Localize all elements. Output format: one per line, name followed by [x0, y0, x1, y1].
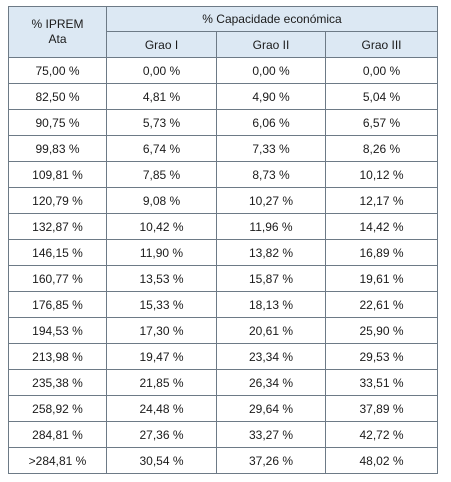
grao-2-cell: 33,27 %	[216, 421, 326, 448]
table-row: 99,83 % 6,74 % 7,33 % 8,26 %	[8, 135, 438, 162]
grao-1-cell: 0,00 %	[106, 57, 217, 84]
table-row: 194,53 % 17,30 % 20,61 % 25,90 %	[8, 317, 438, 344]
grao-3-cell: 5,04 %	[325, 83, 438, 110]
table-row: 75,00 % 0,00 % 0,00 % 0,00 %	[8, 57, 438, 84]
grao-2-cell: 4,90 %	[216, 83, 326, 110]
iprem-cell: 194,53 %	[8, 317, 107, 344]
grao-3-cell: 48,02 %	[325, 447, 438, 474]
iprem-cell: 213,98 %	[8, 343, 107, 370]
grao-1-cell: 15,33 %	[106, 291, 217, 318]
iprem-cell: 160,77 %	[8, 265, 107, 292]
grao-2-cell: 23,34 %	[216, 343, 326, 370]
grao-2-cell: 18,13 %	[216, 291, 326, 318]
table-row: 120,79 % 9,08 % 10,27 % 12,17 %	[8, 187, 438, 214]
grao-2-cell: 8,73 %	[216, 161, 326, 188]
iprem-cell: 258,92 %	[8, 395, 107, 422]
table-row: 82,50 % 4,81 % 4,90 % 5,04 %	[8, 83, 438, 110]
iprem-cell: 146,15 %	[8, 239, 107, 266]
iprem-cell: 284,81 %	[8, 421, 107, 448]
grao-2-cell: 29,64 %	[216, 395, 326, 422]
grao-1-cell: 7,85 %	[106, 161, 217, 188]
table-row: >284,81 % 30,54 % 37,26 % 48,02 %	[8, 447, 438, 474]
table-row: 146,15 % 11,90 % 13,82 % 16,89 %	[8, 239, 438, 266]
grao-3-header: Grao III	[325, 31, 438, 58]
table-row: 160,77 % 13,53 % 15,87 % 19,61 %	[8, 265, 438, 292]
table-body: 75,00 % 0,00 % 0,00 % 0,00 % 82,50 % 4,81 % 4,…	[8, 57, 438, 474]
table-row: 90,75 % 5,73 % 6,06 % 6,57 %	[8, 109, 438, 136]
grao-3-cell: 16,89 %	[325, 239, 438, 266]
grao-3-cell: 12,17 %	[325, 187, 438, 214]
grao-1-cell: 17,30 %	[106, 317, 217, 344]
iprem-header-line2: Ata	[48, 32, 67, 46]
grao-2-cell: 6,06 %	[216, 109, 326, 136]
grao-1-cell: 30,54 %	[106, 447, 217, 474]
iprem-cell: 109,81 %	[8, 161, 107, 188]
grao-2-cell: 15,87 %	[216, 265, 326, 292]
iprem-cell: 90,75 %	[8, 109, 107, 136]
table-row: 213,98 % 19,47 % 23,34 % 29,53 %	[8, 343, 438, 370]
grao-3-cell: 42,72 %	[325, 421, 438, 448]
iprem-header-line1: % IPREM	[31, 17, 84, 31]
table-header: % IPREM Ata % Capacidade económica Grao …	[8, 6, 438, 58]
grao-1-cell: 10,42 %	[106, 213, 217, 240]
iprem-cell: >284,81 %	[8, 447, 107, 474]
grao-1-cell: 19,47 %	[106, 343, 217, 370]
grao-2-cell: 20,61 %	[216, 317, 326, 344]
table-row: 258,92 % 24,48 % 29,64 % 37,89 %	[8, 395, 438, 422]
grao-2-cell: 11,96 %	[216, 213, 326, 240]
iprem-column-header: % IPREM Ata	[8, 6, 107, 58]
grao-2-cell: 0,00 %	[216, 57, 326, 84]
iprem-cell: 176,85 %	[8, 291, 107, 318]
grao-1-cell: 24,48 %	[106, 395, 217, 422]
grao-2-cell: 7,33 %	[216, 135, 326, 162]
grao-3-cell: 0,00 %	[325, 57, 438, 84]
iprem-cell: 132,87 %	[8, 213, 107, 240]
grao-2-cell: 37,26 %	[216, 447, 326, 474]
grao-2-header: Grao II	[216, 31, 326, 58]
grao-1-cell: 4,81 %	[106, 83, 217, 110]
grao-3-cell: 14,42 %	[325, 213, 438, 240]
capacity-group-header: % Capacidade económica	[106, 6, 438, 32]
grao-1-cell: 9,08 %	[106, 187, 217, 214]
grao-3-cell: 22,61 %	[325, 291, 438, 318]
grao-3-cell: 33,51 %	[325, 369, 438, 396]
grao-3-cell: 29,53 %	[325, 343, 438, 370]
table-row: 109,81 % 7,85 % 8,73 % 10,12 %	[8, 161, 438, 188]
grao-3-cell: 37,89 %	[325, 395, 438, 422]
table-row: 235,38 % 21,85 % 26,34 % 33,51 %	[8, 369, 438, 396]
grao-3-cell: 8,26 %	[325, 135, 438, 162]
grao-2-cell: 10,27 %	[216, 187, 326, 214]
capacity-table-container: % IPREM Ata % Capacidade económica Grao …	[8, 6, 438, 474]
capacity-table: % IPREM Ata % Capacidade económica Grao …	[8, 6, 438, 474]
grao-2-cell: 26,34 %	[216, 369, 326, 396]
iprem-cell: 120,79 %	[8, 187, 107, 214]
grao-1-header: Grao I	[106, 31, 217, 58]
grao-1-cell: 11,90 %	[106, 239, 217, 266]
table-row: 284,81 % 27,36 % 33,27 % 42,72 %	[8, 421, 438, 448]
iprem-cell: 235,38 %	[8, 369, 107, 396]
grao-3-cell: 25,90 %	[325, 317, 438, 344]
grao-3-cell: 19,61 %	[325, 265, 438, 292]
grao-1-cell: 13,53 %	[106, 265, 217, 292]
grao-1-cell: 6,74 %	[106, 135, 217, 162]
grao-3-cell: 6,57 %	[325, 109, 438, 136]
iprem-cell: 99,83 %	[8, 135, 107, 162]
iprem-cell: 75,00 %	[8, 57, 107, 84]
grao-1-cell: 21,85 %	[106, 369, 217, 396]
grao-2-cell: 13,82 %	[216, 239, 326, 266]
table-row: 132,87 % 10,42 % 11,96 % 14,42 %	[8, 213, 438, 240]
iprem-cell: 82,50 %	[8, 83, 107, 110]
grao-1-cell: 5,73 %	[106, 109, 217, 136]
grao-3-cell: 10,12 %	[325, 161, 438, 188]
grao-1-cell: 27,36 %	[106, 421, 217, 448]
table-row: 176,85 % 15,33 % 18,13 % 22,61 %	[8, 291, 438, 318]
